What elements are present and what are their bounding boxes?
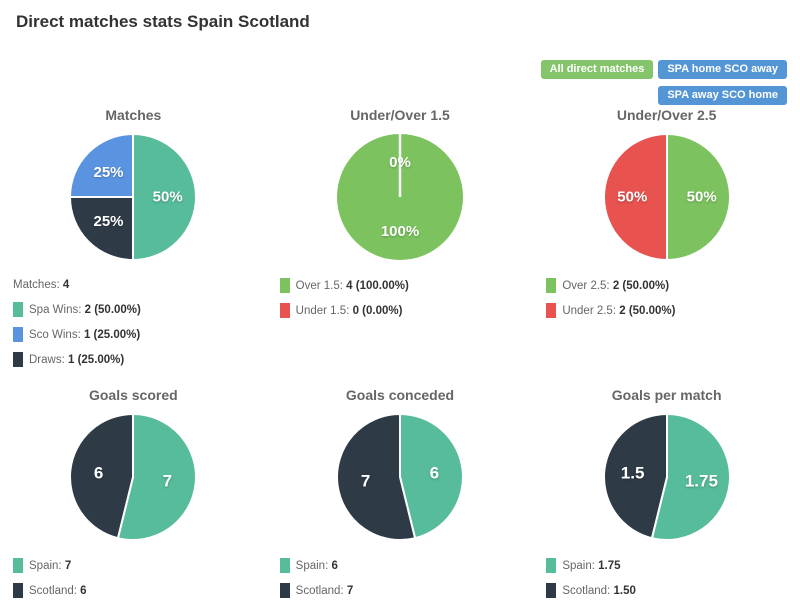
legend-goals-scored: Spain: 7 Scotland: 6 <box>13 553 261 603</box>
pie-svg[interactable]: 50% 25% 25% <box>63 127 203 267</box>
svg-text:50%: 50% <box>153 189 183 206</box>
legend-swatch <box>279 303 290 318</box>
legend-label: Spain: 6 <box>295 559 338 572</box>
pie-svg[interactable]: 1.75 1.5 <box>597 407 737 547</box>
legend-label: Over 2.5: 2 (50.00%) <box>562 279 670 292</box>
charts-grid: Matches 50% 25% 25% Matches: 4 Spa Wins: 2 … <box>0 107 800 603</box>
legend-row: Spa Wins: 2 (50.00%) <box>13 297 261 322</box>
svg-text:7: 7 <box>361 472 370 491</box>
legend-row: Scotland: 1.50 <box>546 578 794 603</box>
legend-label: Under 2.5: 2 (50.00%) <box>562 304 676 317</box>
pie-svg[interactable]: 76 <box>63 407 203 547</box>
legend-goals-per-match: Spain: 1.75 Scotland: 1.50 <box>546 553 794 603</box>
legend-swatch <box>546 558 557 573</box>
legend-row: Scotland: 7 <box>279 578 528 603</box>
svg-text:25%: 25% <box>94 213 124 230</box>
legend-row: Under 2.5: 2 (50.00%) <box>546 298 794 323</box>
svg-text:6: 6 <box>94 463 103 482</box>
legend-row: Scotland: 6 <box>13 578 261 603</box>
legend-under-over-2-5: Over 2.5: 2 (50.00%) Under 2.5: 2 (50.00%… <box>546 273 794 323</box>
legend-swatch <box>279 583 290 598</box>
legend-row: Draws: 1 (25.00%) <box>13 347 261 372</box>
legend-row: Spain: 6 <box>279 553 528 578</box>
svg-text:1.75: 1.75 <box>685 472 718 491</box>
legend-row: Spain: 1.75 <box>546 553 794 578</box>
svg-text:6: 6 <box>430 463 439 482</box>
all-direct-matches-button[interactable]: All direct matches <box>540 60 654 79</box>
legend-under-over-1-5: Over 1.5: 4 (100.00%) Under 1.5: 0 (0.00%… <box>279 273 528 323</box>
pie-under-over-2-5[interactable]: 50% 50% <box>539 127 794 267</box>
pie-svg[interactable]: 50% 50% <box>597 127 737 267</box>
legend-swatch <box>279 558 290 573</box>
legend-label: Spain: 7 <box>29 559 72 572</box>
filter-buttons: All direct matches SPA home SCO away SPA… <box>540 60 787 105</box>
chart-title-goals-scored: Goals scored <box>88 387 178 403</box>
spa-home-sco-away-button[interactable]: SPA home SCO away <box>658 60 787 79</box>
svg-text:50%: 50% <box>686 189 716 206</box>
legend-label: Spain: 1.75 <box>562 559 621 572</box>
legend-swatch <box>13 583 23 598</box>
legend-swatch <box>546 583 557 598</box>
legend-swatch <box>13 327 23 342</box>
legend-swatch <box>546 278 557 293</box>
chart-title-under-over-1-5: Under/Over 1.5 <box>350 107 450 123</box>
legend-swatch <box>13 302 23 317</box>
chart-under-over-2-5: Under/Over 2.5 50% 50% Over 2.5: 2 (50.00… <box>533 107 800 372</box>
chart-matches: Matches 50% 25% 25% Matches: 4 Spa Wins: 2 … <box>0 107 267 372</box>
legend-swatch <box>279 278 290 293</box>
legend-label: Spa Wins: 2 (50.00%) <box>29 303 141 316</box>
svg-text:25%: 25% <box>94 164 124 181</box>
pie-goals-per-match[interactable]: 1.75 1.5 <box>539 407 794 547</box>
legend-label: Sco Wins: 1 (25.00%) <box>29 328 141 341</box>
svg-text:0%: 0% <box>389 154 411 171</box>
chart-title-goals-per-match: Goals per match <box>611 387 722 403</box>
legend-label: Under 1.5: 0 (0.00%) <box>295 304 403 317</box>
legend-row: Spain: 7 <box>13 553 261 578</box>
legend-swatch <box>546 303 557 318</box>
pie-svg[interactable]: 67 <box>330 407 470 547</box>
spa-away-sco-home-button[interactable]: SPA away SCO home <box>658 86 787 105</box>
legend-label: Scotland: 7 <box>295 584 354 597</box>
chart-title-goals-conceded: Goals conceded <box>345 387 455 403</box>
chart-title-under-over-2-5: Under/Over 2.5 <box>616 107 717 123</box>
pie-under-over-1-5[interactable]: 100% 0% <box>273 127 528 267</box>
legend-label: Draws: 1 (25.00%) <box>29 353 125 366</box>
legend-row: Sco Wins: 1 (25.00%) <box>13 322 261 347</box>
pie-matches[interactable]: 50% 25% 25% <box>6 127 261 267</box>
legend-matches: Matches: 4 Spa Wins: 2 (50.00%) Sco Wins: … <box>13 273 261 372</box>
legend-label: Scotland: 6 <box>29 584 87 597</box>
svg-text:1.5: 1.5 <box>620 463 644 482</box>
legend-row: Under 1.5: 0 (0.00%) <box>279 298 528 323</box>
legend-header: Matches: 4 <box>13 279 70 291</box>
legend-label: Over 1.5: 4 (100.00%) <box>295 279 409 292</box>
legend-row: Over 2.5: 2 (50.00%) <box>546 273 794 298</box>
legend-row: Over 1.5: 4 (100.00%) <box>279 273 528 298</box>
svg-text:100%: 100% <box>381 223 419 240</box>
chart-title-matches: Matches <box>105 107 162 123</box>
legend-label: Scotland: 1.50 <box>562 584 636 597</box>
chart-goals-per-match: Goals per match 1.75 1.5 Spain: 1.75 Scotl… <box>533 387 800 603</box>
svg-text:7: 7 <box>163 472 172 491</box>
legend-goals-conceded: Spain: 6 Scotland: 7 <box>279 553 528 603</box>
page-title: Direct matches stats Spain Scotland <box>16 12 310 31</box>
legend-swatch <box>13 352 23 367</box>
legend-swatch <box>13 558 23 573</box>
pie-svg[interactable]: 100% 0% <box>330 127 470 267</box>
svg-text:50%: 50% <box>617 189 647 206</box>
chart-under-over-1-5: Under/Over 1.5 100% 0% Over 1.5: 4 (100.0… <box>267 107 534 372</box>
